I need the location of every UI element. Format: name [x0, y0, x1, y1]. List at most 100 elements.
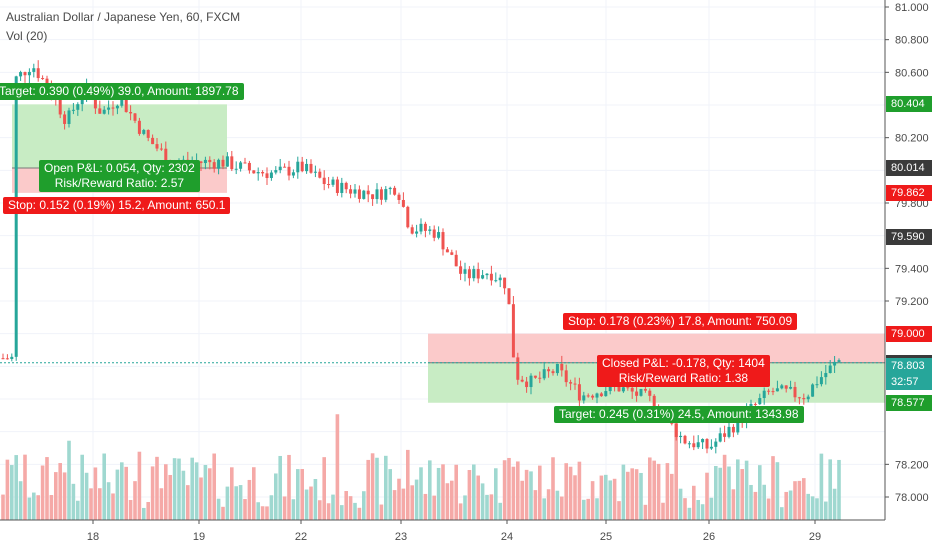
risk-reward-text-2: Risk/Reward Ratio: 1.38	[618, 371, 749, 385]
volume-bar	[98, 488, 102, 520]
candle-body	[643, 388, 647, 391]
candle	[133, 112, 137, 124]
candle	[309, 159, 313, 174]
volume-bar	[221, 506, 225, 520]
candle-body	[410, 227, 414, 234]
candle	[599, 392, 603, 397]
candle	[115, 104, 119, 115]
candle-body	[67, 110, 71, 124]
volume-bar	[230, 467, 234, 520]
volume-bar	[815, 498, 819, 520]
candle	[287, 160, 291, 181]
volume-bar	[788, 490, 793, 520]
candle-body	[753, 403, 757, 405]
volume-bar	[375, 457, 379, 520]
price-badge: 79.590	[886, 229, 932, 246]
price-badge: 79.000	[886, 325, 932, 342]
volume-bar	[128, 499, 133, 520]
volume-bar	[238, 485, 243, 520]
open-pnl-text: Open P&L: 0.054, Qty: 2302	[44, 161, 195, 175]
volume-bar	[661, 502, 665, 520]
candle	[476, 262, 480, 284]
time-tick-label: 26	[703, 531, 715, 543]
bar-countdown: 32:57	[886, 373, 932, 390]
volume-bar	[318, 500, 322, 520]
candle	[498, 274, 502, 288]
price-tick-label: 80.800	[895, 35, 929, 47]
candle-body	[384, 189, 388, 200]
candle	[564, 364, 568, 387]
volume-bar	[604, 474, 608, 520]
long-position-info[interactable]: Open P&L: 0.054, Qty: 2302 Risk/Reward R…	[39, 160, 200, 192]
volume-bar	[111, 493, 115, 520]
volume-bar	[771, 456, 775, 520]
short-stop-label[interactable]: Stop: 0.178 (0.23%) 17.8, Amount: 750.09	[563, 313, 798, 330]
candle-body	[234, 168, 238, 170]
volume-bar	[700, 504, 705, 520]
candle	[41, 75, 45, 80]
volume-bar	[683, 498, 687, 520]
long-stop-label[interactable]: Stop: 0.152 (0.19%) 15.2, Amount: 650.1	[3, 197, 231, 214]
short-position-info[interactable]: Closed P&L: -0.178, Qty: 1404 Risk/Rewar…	[597, 355, 770, 387]
long-target-label[interactable]: Target: 0.390 (0.49%) 39.0, Amount: 1897…	[0, 83, 244, 100]
volume-bar	[164, 464, 168, 520]
candle	[771, 387, 775, 396]
candle	[111, 101, 115, 116]
candle	[516, 352, 520, 385]
volume-bar	[54, 472, 58, 520]
candle	[683, 434, 687, 445]
candle	[305, 158, 309, 174]
candle-body	[639, 388, 643, 396]
time-tick-label: 23	[395, 531, 407, 543]
volume-bar	[665, 463, 670, 520]
candle-body	[718, 433, 722, 442]
volume-bar	[674, 418, 678, 520]
volume-bar	[828, 459, 832, 520]
candle	[542, 361, 546, 381]
candle	[648, 388, 652, 402]
volume-bar	[194, 462, 199, 520]
volume-bar	[428, 460, 432, 520]
volume-bar	[353, 502, 357, 520]
candle	[789, 380, 793, 390]
candle	[489, 265, 493, 286]
candle	[137, 117, 141, 136]
candle	[445, 247, 449, 253]
short-target-label[interactable]: Target: 0.245 (0.31%) 24.5, Amount: 1343…	[554, 406, 804, 423]
candle	[674, 421, 678, 441]
candle	[705, 438, 709, 454]
candle-body	[762, 390, 766, 399]
candle-body	[335, 179, 339, 193]
volume-bar	[832, 488, 837, 520]
price-tick-label: 79.200	[895, 296, 929, 308]
volume-bar	[243, 499, 247, 520]
candle	[107, 100, 111, 115]
candle-body	[146, 130, 150, 138]
candle	[437, 226, 441, 240]
candle-body	[291, 172, 295, 176]
candle-body	[349, 189, 353, 194]
candle-body	[133, 113, 137, 121]
candle	[586, 393, 590, 398]
candle	[278, 158, 282, 174]
candle-body	[19, 72, 23, 77]
candle	[775, 380, 779, 392]
candle-body	[388, 187, 392, 190]
volume-bar	[159, 488, 164, 520]
candle-body	[5, 358, 9, 360]
volume-indicator-label[interactable]: Vol (20)	[6, 29, 48, 43]
candle	[67, 107, 71, 128]
candle	[525, 376, 529, 393]
volume-bar	[225, 486, 230, 520]
volume-bar	[10, 465, 14, 520]
volume-bar	[824, 501, 828, 520]
candle	[714, 438, 718, 454]
price-badge: 80.014	[886, 160, 932, 177]
candle	[595, 392, 599, 404]
candle	[767, 388, 771, 395]
candle	[353, 184, 357, 198]
volume-bar	[775, 462, 780, 520]
volume-bar	[802, 478, 806, 520]
candle	[454, 250, 458, 267]
